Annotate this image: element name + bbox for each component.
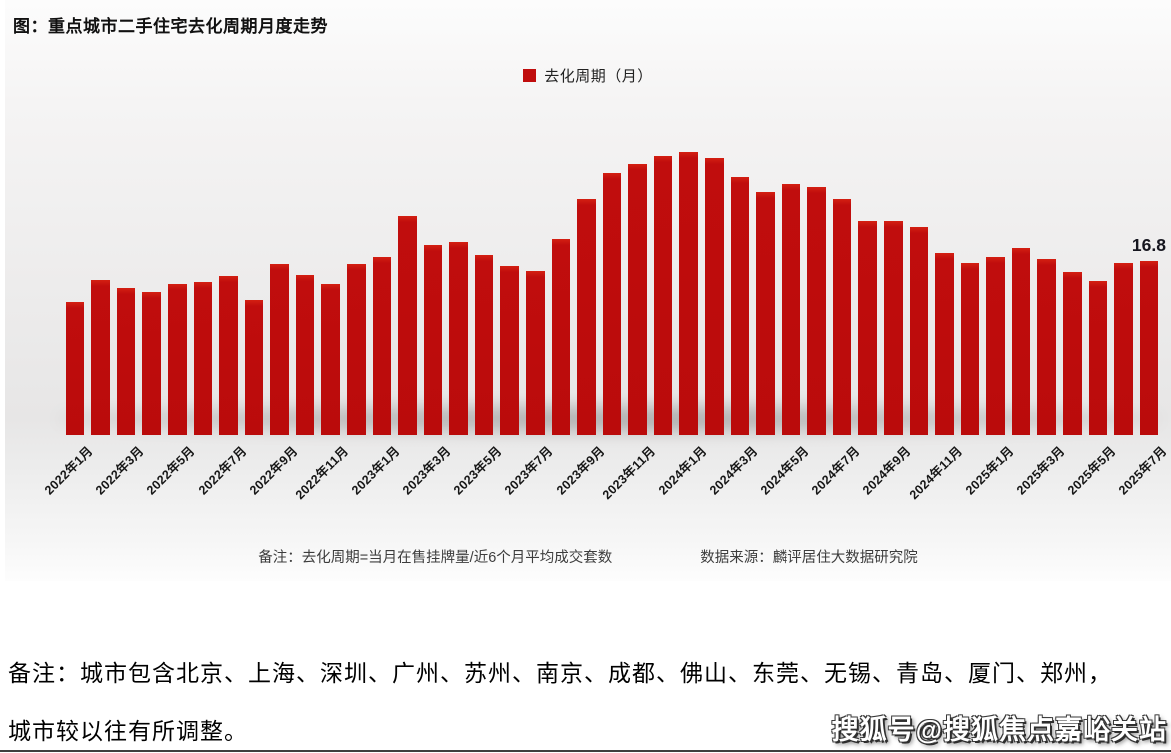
bar-2025年1月 <box>986 257 1005 435</box>
x-tick-label: 2022年5月 <box>144 443 198 498</box>
bar-2024年9月 <box>883 220 903 435</box>
bar-2023年1月 <box>372 257 392 435</box>
bar-2024年2月 <box>704 157 724 435</box>
last-bar-value-label: 16.8 <box>1131 235 1166 256</box>
bar-2022年9月 <box>270 264 289 435</box>
bar-2024年7月 <box>832 199 852 435</box>
bar-2023年7月 <box>525 270 545 435</box>
legend: 去化周期（月） <box>5 65 1171 86</box>
bar-2022年7月 <box>219 275 238 435</box>
bar-2023年9月 <box>577 199 596 435</box>
bar-2024年12月 <box>960 263 980 435</box>
x-tick-label: 2025年1月 <box>962 443 1017 498</box>
bar-2023年11月 <box>628 164 647 435</box>
x-tick-label: 2025年7月 <box>1116 443 1170 498</box>
destocking-cycle-chart: 图：重点城市二手住宅去化周期月度走势 去化周期（月） 2022年1月 2022年3… <box>5 0 1171 581</box>
bar-2025年5月 <box>1088 280 1108 435</box>
document-note: 备注：城市包含北京、上海、深圳、广州、苏州、南京、成都、佛山、东莞、无锡、青岛、… <box>8 645 1168 753</box>
x-tick-label: 2022年3月 <box>93 443 147 498</box>
bottom-divider <box>0 750 1171 752</box>
x-tick-label: 2025年5月 <box>1064 443 1119 498</box>
x-tick-label: 2023年3月 <box>400 443 454 498</box>
chart-footnote: 备注：去化周期=当月在售挂牌量/近6个月平均成交套数 数据来源：麟评居住大数据研… <box>5 546 1171 567</box>
bar-2023年8月 <box>551 238 571 435</box>
x-tick-label: 2024年7月 <box>809 443 863 498</box>
bar-2025年2月 <box>1011 247 1031 435</box>
x-tick-label: 2023年1月 <box>348 443 403 498</box>
x-tick-label: 2025年3月 <box>1013 443 1068 498</box>
watermark: 搜狐号@搜狐焦点嘉峪关站 <box>831 715 1167 745</box>
bar-2022年1月 <box>65 301 85 435</box>
bar-2024年5月 <box>781 183 801 435</box>
bar-2024年11月 <box>935 253 954 435</box>
bar-2025年7月 <box>1139 261 1159 435</box>
bar-2024年4月 <box>756 192 775 435</box>
x-tick-label: 2022年11月 <box>293 443 352 503</box>
bar-2024年8月 <box>858 220 877 435</box>
chart-title: 图：重点城市二手住宅去化周期月度走势 <box>13 17 328 36</box>
bar-2022年10月 <box>295 274 315 435</box>
bar-2022年8月 <box>244 299 264 435</box>
legend-label: 去化周期（月） <box>544 68 653 85</box>
x-tick-label: 2024年5月 <box>758 443 812 498</box>
x-tick-label: 2024年11月 <box>906 443 966 503</box>
bar-2022年4月 <box>142 292 161 435</box>
bar-2022年11月 <box>321 284 340 435</box>
x-tick-label: 2023年11月 <box>599 443 659 503</box>
bar-2022年3月 <box>116 288 136 435</box>
footnote-source: 数据来源：麟评居住大数据研究院 <box>700 550 918 566</box>
bar-2024年10月 <box>909 227 929 435</box>
x-tick-label: 2024年1月 <box>655 443 710 498</box>
bar-2022年12月 <box>346 264 366 435</box>
plot-area: 2022年1月 2022年3月 2022年5月 2022年7月 2022年9月 2022年… <box>5 0 1171 581</box>
bar-2023年3月 <box>423 244 443 435</box>
x-tick-label: 2022年7月 <box>195 443 250 498</box>
bar-2023年10月 <box>602 173 622 435</box>
bar-2024年1月 <box>679 151 698 435</box>
bar-2024年3月 <box>730 176 750 435</box>
legend-swatch-icon <box>523 69 537 82</box>
bar-2023年6月 <box>500 266 519 435</box>
bar-2025年6月 <box>1114 263 1133 435</box>
bar-2024年6月 <box>807 186 826 435</box>
bar-2023年12月 <box>653 155 673 435</box>
bar-2025年3月 <box>1037 259 1056 435</box>
bar-2023年4月 <box>449 241 468 435</box>
x-tick-label: 2023年7月 <box>502 443 556 498</box>
bar-2022年5月 <box>167 284 187 435</box>
bar-2023年2月 <box>398 215 417 435</box>
x-tick-label: 2022年1月 <box>42 443 96 498</box>
note-line-2: 城市较以往有所调整。 <box>8 719 248 744</box>
footnote-note: 备注：去化周期=当月在售挂牌量/近6个月平均成交套数 <box>258 550 613 566</box>
bar-2025年4月 <box>1062 271 1082 435</box>
x-tick-label: 2024年3月 <box>706 443 761 498</box>
x-tick-label: 2023年5月 <box>451 443 505 498</box>
bar-2022年2月 <box>91 279 110 435</box>
bar-2023年5月 <box>474 255 494 435</box>
bar-2022年6月 <box>193 281 213 435</box>
note-line-1: 备注：城市包含北京、上海、深圳、广州、苏州、南京、成都、佛山、东莞、无锡、青岛、… <box>8 661 1112 686</box>
